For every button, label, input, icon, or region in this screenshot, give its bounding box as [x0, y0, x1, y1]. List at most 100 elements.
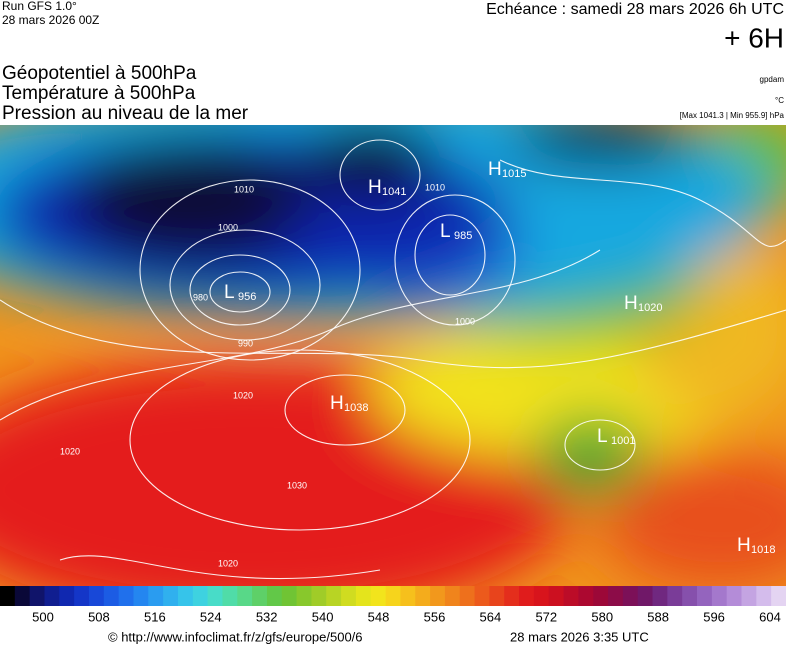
- isobar-label: 1020: [218, 558, 238, 568]
- center-letter: H: [368, 177, 382, 198]
- scale-swatch: [118, 586, 134, 606]
- scale-swatch: [593, 586, 609, 606]
- color-scale: [0, 586, 786, 606]
- center-value: 1038: [344, 402, 368, 414]
- scale-swatch: [103, 586, 120, 606]
- center-letter: H: [737, 535, 751, 556]
- field: Pression au niveau de la mer: [2, 103, 249, 124]
- scale-swatch: [622, 586, 639, 606]
- scale-swatch: [400, 586, 416, 606]
- scale-label: 540: [312, 609, 334, 624]
- map: 1010 1000 980 990 1020 1030 1010 1000 10…: [0, 125, 786, 586]
- center-letter: H: [330, 393, 344, 414]
- scale-swatch: [756, 586, 772, 606]
- scale-swatch: [697, 586, 713, 606]
- scale-label: 524: [200, 609, 222, 624]
- scale-swatch: [726, 586, 743, 606]
- scale-label: 580: [591, 609, 613, 624]
- scale-label: 516: [144, 609, 166, 624]
- scale-swatch: [237, 586, 253, 606]
- scale-swatch: [771, 586, 786, 606]
- scale-swatch: [14, 586, 31, 606]
- scale-swatch: [548, 586, 565, 606]
- isobar-label: 1020: [60, 446, 80, 456]
- center-letter: H: [488, 159, 502, 180]
- isobar-label: 1010: [425, 182, 445, 192]
- scale-label: 572: [535, 609, 557, 624]
- isobar-label: 1010: [234, 184, 254, 194]
- scale-swatch: [59, 586, 75, 606]
- scale-swatch: [504, 586, 520, 606]
- scale-swatch: [741, 586, 757, 606]
- unit: [Max 1041.3 | Min 955.9] hPa: [680, 111, 785, 120]
- scale-swatch: [148, 586, 164, 606]
- scale-swatch: [430, 586, 446, 606]
- isobar-labels: 1010 1000 980 990 1020 1030 1010 1000 10…: [60, 182, 475, 568]
- scale-swatch: [222, 586, 238, 606]
- isobar-label: 1000: [218, 222, 238, 232]
- run-date: 28 mars 2026 00Z: [2, 13, 99, 27]
- scale-swatch: [682, 586, 698, 606]
- scale-swatch: [44, 586, 60, 606]
- center-letter: L: [224, 282, 235, 303]
- scale-swatch: [533, 586, 550, 606]
- scale-swatch: [459, 586, 476, 606]
- scale-swatch: [341, 586, 357, 606]
- scale-swatch: [370, 586, 387, 606]
- scale-swatch: [578, 586, 594, 606]
- scale-label: 532: [256, 609, 278, 624]
- scale-swatch: [326, 586, 342, 606]
- scale-swatch: [266, 586, 283, 606]
- scale-swatch: [281, 586, 298, 606]
- run: Run GFS 1.0°: [2, 0, 77, 13]
- unit: °C: [775, 96, 784, 105]
- center-letter: L: [597, 426, 608, 447]
- scale-swatch: [311, 586, 327, 606]
- scale-swatch: [133, 586, 149, 606]
- center-value: 1001: [611, 435, 635, 447]
- center-value: 1018: [751, 544, 775, 556]
- offset: + 6H: [724, 22, 784, 53]
- center-value: 1041: [382, 186, 406, 198]
- scale-swatch: [608, 586, 624, 606]
- scale-swatch: [29, 586, 45, 606]
- scale-swatch: [163, 586, 179, 606]
- footer-url: © http://www.infoclimat.fr/z/gfs/europe/…: [108, 629, 363, 644]
- echeance: Echéance : samedi 28 mars 2026 6h UTC: [486, 1, 784, 18]
- field: Température à 500hPa: [2, 83, 196, 104]
- scale-label: 596: [703, 609, 725, 624]
- isobar-label: 1000: [455, 316, 475, 326]
- scale-label: 556: [424, 609, 446, 624]
- isobar-label: 1030: [287, 480, 307, 490]
- center-value: 985: [454, 230, 472, 242]
- unit: gpdam: [760, 75, 785, 84]
- scale-swatch: [489, 586, 505, 606]
- scale-swatch: [474, 586, 490, 606]
- scale-label: 508: [88, 609, 110, 624]
- scale-swatch: [385, 586, 401, 606]
- isobars: [0, 139, 786, 580]
- scale-swatch: [88, 586, 105, 606]
- scale-label: 548: [368, 609, 390, 624]
- scale-swatch: [519, 586, 535, 606]
- scale-label: 604: [759, 609, 781, 624]
- scale-swatch: [415, 586, 431, 606]
- scale-swatch: [0, 586, 16, 606]
- scale-swatch: [252, 586, 268, 606]
- center-value: 1015: [502, 168, 526, 180]
- scale-swatch: [652, 586, 668, 606]
- center-value: 1020: [638, 302, 662, 314]
- scale-swatch: [355, 586, 372, 606]
- footer-date: 28 mars 2026 3:35 UTC: [510, 629, 649, 644]
- scale-swatch: [296, 586, 312, 606]
- field: Géopotentiel à 500hPa: [2, 63, 197, 84]
- scale-swatch: [444, 586, 461, 606]
- scale-label: 500: [32, 609, 54, 624]
- scale-label: 588: [647, 609, 669, 624]
- center-letter: L: [440, 221, 451, 242]
- center-letter: H: [624, 293, 638, 314]
- scale-swatch: [563, 586, 579, 606]
- isobar-label: 1020: [233, 390, 253, 400]
